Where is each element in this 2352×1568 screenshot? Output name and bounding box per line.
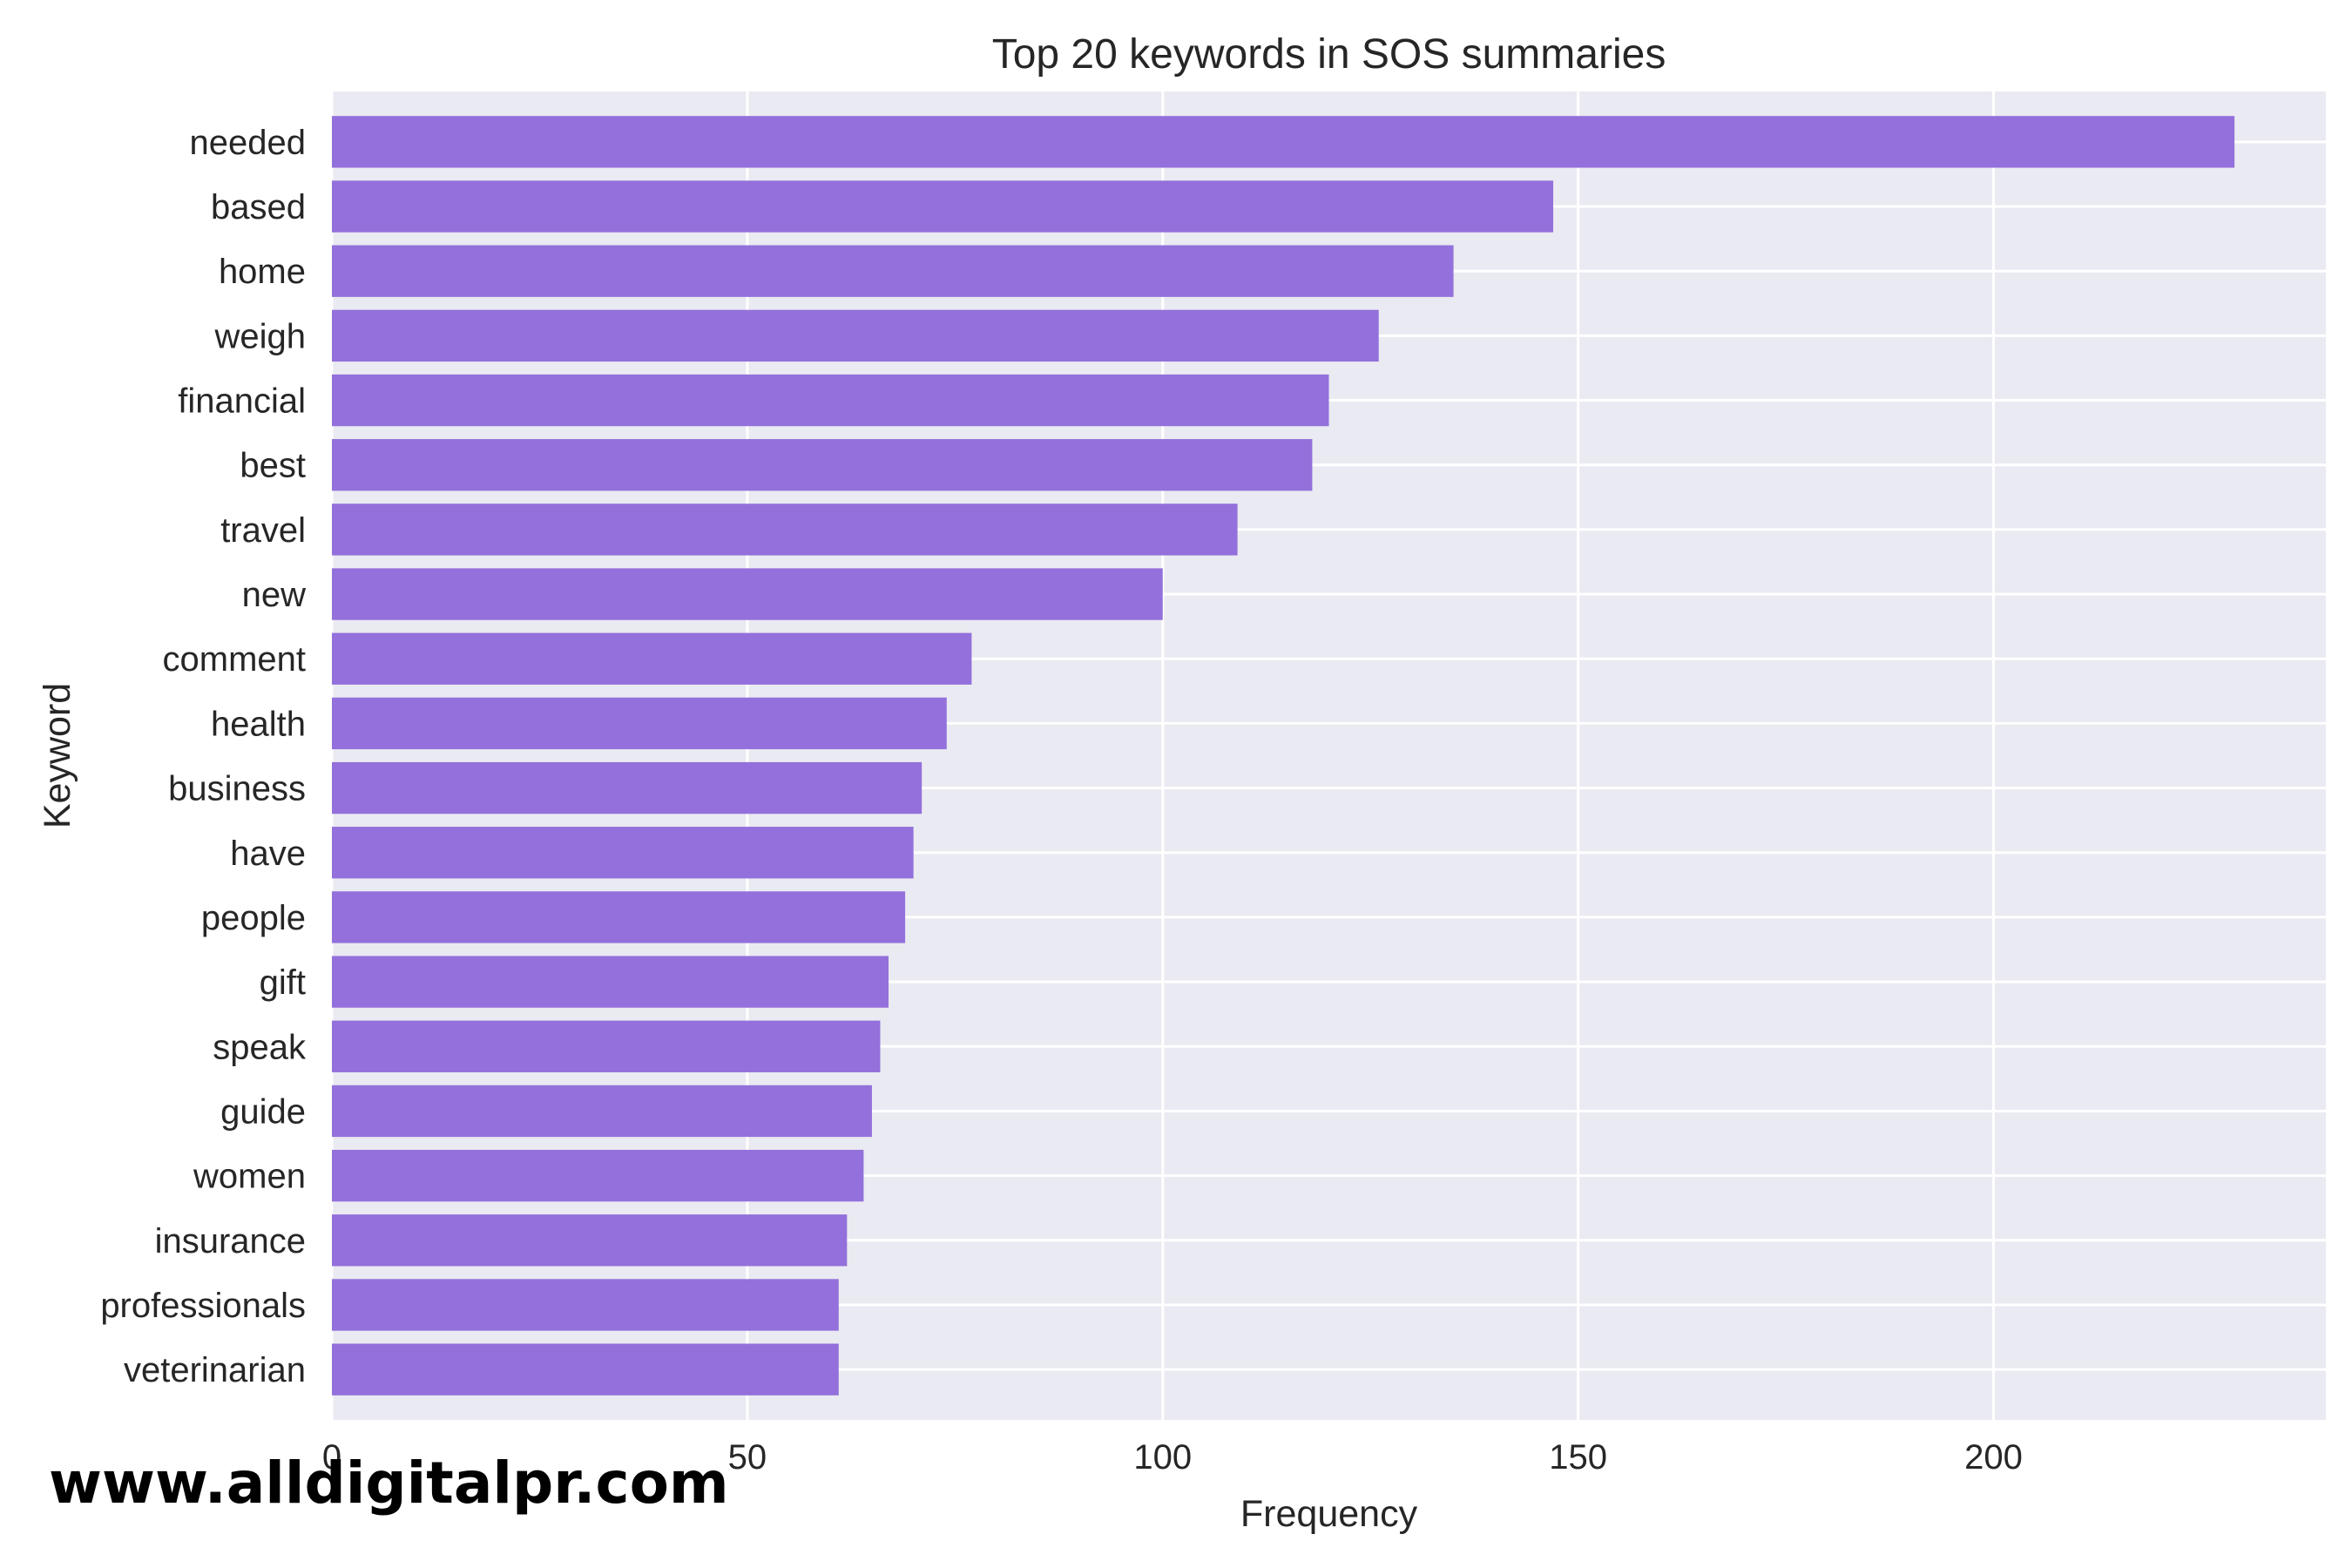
y-tick-label: guide	[220, 1092, 306, 1131]
bar-travel	[332, 504, 1238, 556]
x-tick-labels: 0 50 100 150 200	[322, 1438, 2023, 1477]
bar-have	[332, 827, 914, 879]
bar-comment	[332, 632, 972, 685]
bar-professionals	[332, 1279, 839, 1331]
bar-new	[332, 568, 1163, 620]
y-tick-label: best	[240, 447, 306, 485]
bar-financial	[332, 374, 1329, 427]
y-tick-label: needed	[190, 124, 306, 162]
bar-best	[332, 439, 1313, 491]
bar-people	[332, 891, 906, 943]
y-tick-label: new	[242, 576, 306, 614]
x-tick-label: 100	[1133, 1438, 1192, 1477]
y-tick-label: insurance	[155, 1222, 306, 1260]
y-tick-label: speak	[213, 1028, 307, 1066]
x-axis-label: Frequency	[1240, 1493, 1418, 1535]
bar-business	[332, 761, 923, 814]
bar-needed	[332, 116, 2235, 168]
bar-women	[332, 1149, 864, 1202]
y-tick-label: professionals	[100, 1287, 306, 1325]
y-tick-label: based	[211, 188, 306, 226]
y-tick-labels: needed based home weigh financial best travel n…	[100, 124, 307, 1389]
y-tick-label: have	[230, 835, 306, 873]
chart-title: Top 20 keywords in SOS summaries	[992, 31, 1666, 78]
bar-based	[332, 180, 1554, 233]
bars	[332, 116, 2235, 1396]
y-tick-label: weigh	[213, 317, 306, 355]
y-tick-label: comment	[163, 640, 307, 679]
bar-speak	[332, 1020, 881, 1072]
y-tick-label: travel	[220, 511, 306, 550]
x-tick-label: 200	[1964, 1438, 2023, 1477]
y-tick-label: women	[193, 1158, 306, 1196]
y-tick-label: health	[211, 705, 306, 743]
bar-home	[332, 245, 1454, 297]
watermark-url: www.alldigitalpr.com	[49, 1450, 729, 1517]
x-tick-label: 150	[1549, 1438, 1607, 1477]
y-tick-label: gift	[260, 963, 306, 1002]
bar-weigh	[332, 309, 1379, 362]
y-axis-label: Keyword	[37, 683, 78, 828]
bar-veterinarian	[332, 1343, 839, 1396]
x-tick-label: 0	[322, 1438, 341, 1477]
bar-gift	[332, 956, 889, 1008]
y-tick-label: financial	[178, 382, 306, 421]
y-tick-label: business	[168, 770, 306, 808]
y-tick-label: people	[201, 899, 306, 937]
y-tick-label: home	[219, 253, 306, 291]
x-tick-label: 50	[728, 1438, 767, 1477]
y-tick-label: veterinarian	[124, 1351, 306, 1389]
bar-health	[332, 697, 947, 750]
bar-guide	[332, 1085, 872, 1138]
bar-insurance	[332, 1214, 848, 1267]
